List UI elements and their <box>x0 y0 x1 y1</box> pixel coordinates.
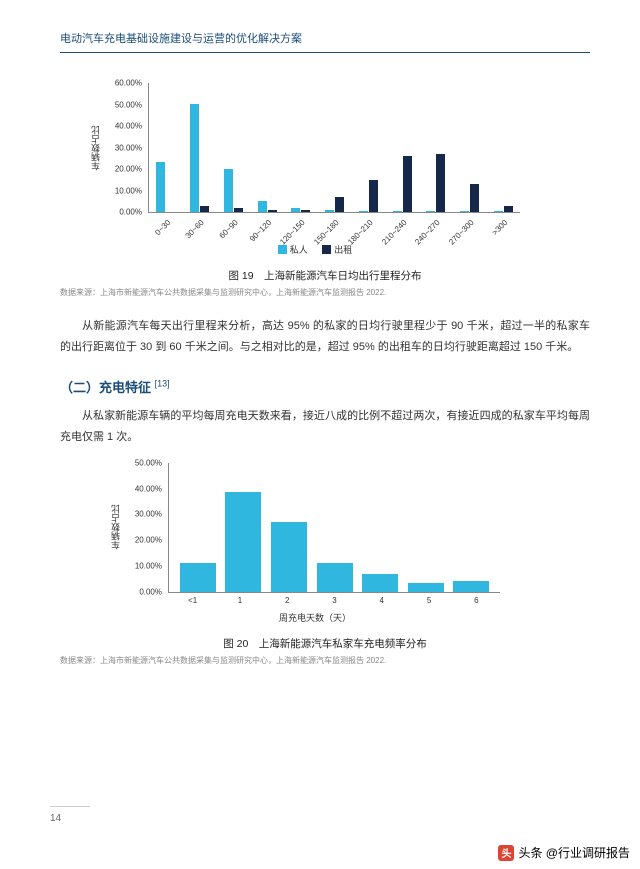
x-axis-label: 周充电天数（天） <box>120 611 510 624</box>
figure-caption-19: 图 19 上海新能源汽车日均出行里程分布 <box>60 268 590 283</box>
chart-19: 车辆数占比 0.00%10.00%20.00%30.00%40.00%50.00… <box>100 83 530 256</box>
data-source-19: 数据来源：上海市新能源汽车公共数据采集与监测研究中心，上海新能源汽车监测报告 2… <box>60 287 590 298</box>
data-source-20: 数据来源：上海市新能源汽车公共数据采集与监测研究中心，上海新能源汽车监测报告 2… <box>60 655 590 666</box>
chart-20: 车辆数占比 0.00%10.00%20.00%30.00%40.00%50.00… <box>120 463 510 624</box>
paragraph-2: 从私家新能源车辆的平均每周充电天数来看，接近八成的比例不超过两次，有接近四成的私… <box>60 406 590 449</box>
toutiao-icon: 头 <box>498 845 514 861</box>
chart-legend: 私人 出租 <box>100 243 530 256</box>
page-number: 14 <box>50 806 90 824</box>
watermark: 头 头条 @行业调研报告 <box>498 844 630 861</box>
y-axis-label: 车辆数占比 <box>109 505 122 550</box>
page-header: 电动汽车充电基础设施建设与运营的优化解决方案 <box>60 30 590 53</box>
section-heading: （二）充电特征 [13] <box>60 377 590 396</box>
y-axis-label: 车辆数占比 <box>89 125 102 170</box>
figure-caption-20: 图 20 上海新能源汽车私家车充电频率分布 <box>60 636 590 651</box>
paragraph-1: 从新能源汽车每天出行里程来分析，高达 95% 的私家的日均行驶里程少于 90 千… <box>60 316 590 359</box>
